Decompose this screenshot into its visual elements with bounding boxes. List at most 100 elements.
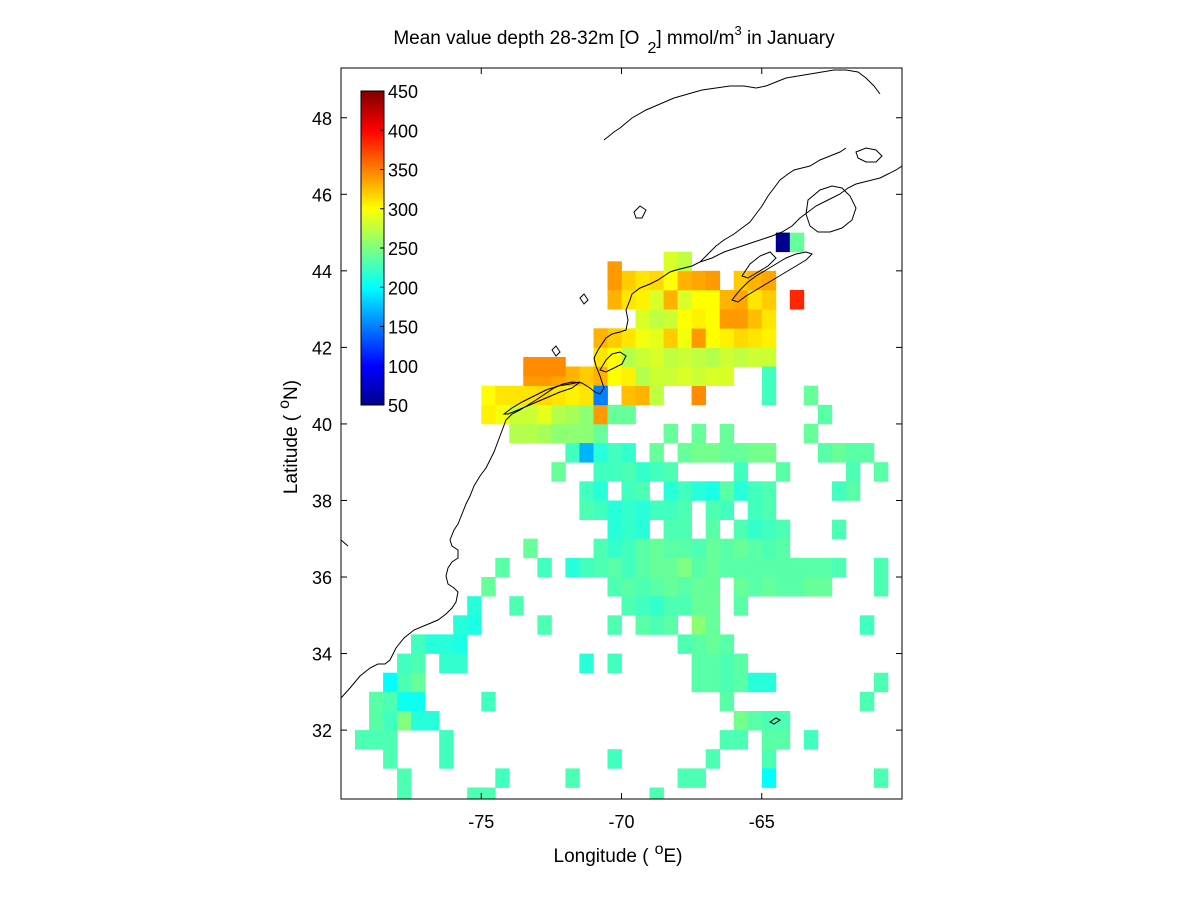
data-cell xyxy=(635,462,650,482)
data-cell xyxy=(383,730,398,750)
data-cell xyxy=(705,749,721,769)
data-cell xyxy=(761,768,777,788)
data-cell xyxy=(691,596,706,616)
data-cell xyxy=(663,500,678,520)
data-cell xyxy=(663,251,678,272)
data-cell xyxy=(593,404,608,425)
data-cell xyxy=(411,634,426,654)
data-cell xyxy=(579,423,594,444)
data-cell xyxy=(635,347,650,367)
data-cell xyxy=(761,347,777,367)
data-cell xyxy=(635,328,650,348)
data-cell xyxy=(593,385,608,406)
data-cell xyxy=(621,366,636,386)
data-cell xyxy=(635,500,650,520)
data-cell xyxy=(663,481,678,501)
data-cell xyxy=(733,309,749,329)
data-cell xyxy=(565,768,580,788)
data-cell xyxy=(733,653,749,674)
data-cell xyxy=(705,577,721,597)
data-cell xyxy=(691,481,706,501)
data-cell xyxy=(425,711,440,731)
data-cell xyxy=(831,443,847,463)
data-cell xyxy=(691,634,706,654)
data-cell xyxy=(705,309,721,329)
data-cell xyxy=(705,557,721,578)
data-cell xyxy=(677,557,692,578)
data-cell xyxy=(635,538,650,559)
data-cell xyxy=(439,653,454,674)
data-cell xyxy=(397,672,412,693)
data-cell xyxy=(453,634,468,654)
data-cell xyxy=(607,261,622,281)
x-tick-label: -70 xyxy=(608,812,634,832)
data-cell xyxy=(663,423,678,444)
data-cell xyxy=(621,270,636,291)
data-cell xyxy=(649,290,664,310)
data-cell xyxy=(691,768,706,788)
data-cell xyxy=(369,730,384,750)
data-cell xyxy=(733,577,749,597)
data-cell xyxy=(663,577,678,597)
data-cell xyxy=(775,730,791,750)
data-cell xyxy=(677,347,692,367)
data-cell xyxy=(649,462,664,482)
data-cell xyxy=(761,366,777,386)
data-cell xyxy=(649,328,664,348)
data-cell xyxy=(607,557,622,578)
data-cell xyxy=(663,347,678,367)
data-cell xyxy=(747,347,763,367)
data-cell xyxy=(537,404,552,425)
data-cell xyxy=(635,577,650,597)
data-cell xyxy=(663,519,678,540)
data-cell xyxy=(677,270,692,291)
data-cell xyxy=(663,270,678,291)
data-cell xyxy=(719,672,735,693)
data-cell xyxy=(705,596,721,616)
data-cell xyxy=(691,557,706,578)
data-cell xyxy=(719,347,735,367)
data-cell xyxy=(621,290,636,310)
data-cell xyxy=(677,481,692,501)
data-cell xyxy=(747,538,763,559)
data-cell xyxy=(635,385,650,406)
data-cell xyxy=(369,691,384,712)
data-cell xyxy=(817,577,833,597)
x-tick-label: -65 xyxy=(749,812,775,832)
data-cell xyxy=(733,672,749,693)
data-cell xyxy=(621,347,636,367)
data-cell xyxy=(439,749,454,769)
data-cell xyxy=(593,328,608,348)
data-cell xyxy=(705,538,721,559)
data-cell xyxy=(649,366,664,386)
data-cell xyxy=(663,557,678,578)
data-cell xyxy=(565,404,580,425)
data-cell xyxy=(649,787,664,799)
data-cell xyxy=(495,557,510,578)
y-tick-label: 32 xyxy=(312,721,332,741)
data-cell xyxy=(411,691,426,712)
data-cell xyxy=(859,691,875,712)
data-cell xyxy=(747,577,763,597)
data-cell xyxy=(649,538,664,559)
data-cell xyxy=(579,500,594,520)
data-cell xyxy=(677,328,692,348)
data-cell xyxy=(635,557,650,578)
data-cell xyxy=(537,615,552,635)
colorbar-tick-label: 50 xyxy=(388,396,408,416)
data-cell xyxy=(677,577,692,597)
data-cell xyxy=(691,347,706,367)
data-cell xyxy=(761,577,777,597)
data-cell xyxy=(705,519,721,540)
data-cell xyxy=(621,328,636,348)
y-tick-label: 48 xyxy=(312,109,332,129)
data-cell xyxy=(719,653,735,674)
data-cell xyxy=(523,357,538,377)
data-cell xyxy=(593,481,608,501)
data-cell xyxy=(719,290,735,310)
data-cell xyxy=(481,787,496,799)
data-cell xyxy=(719,634,735,654)
data-cell xyxy=(551,404,566,425)
data-cell xyxy=(761,481,777,501)
data-cell xyxy=(649,500,664,520)
